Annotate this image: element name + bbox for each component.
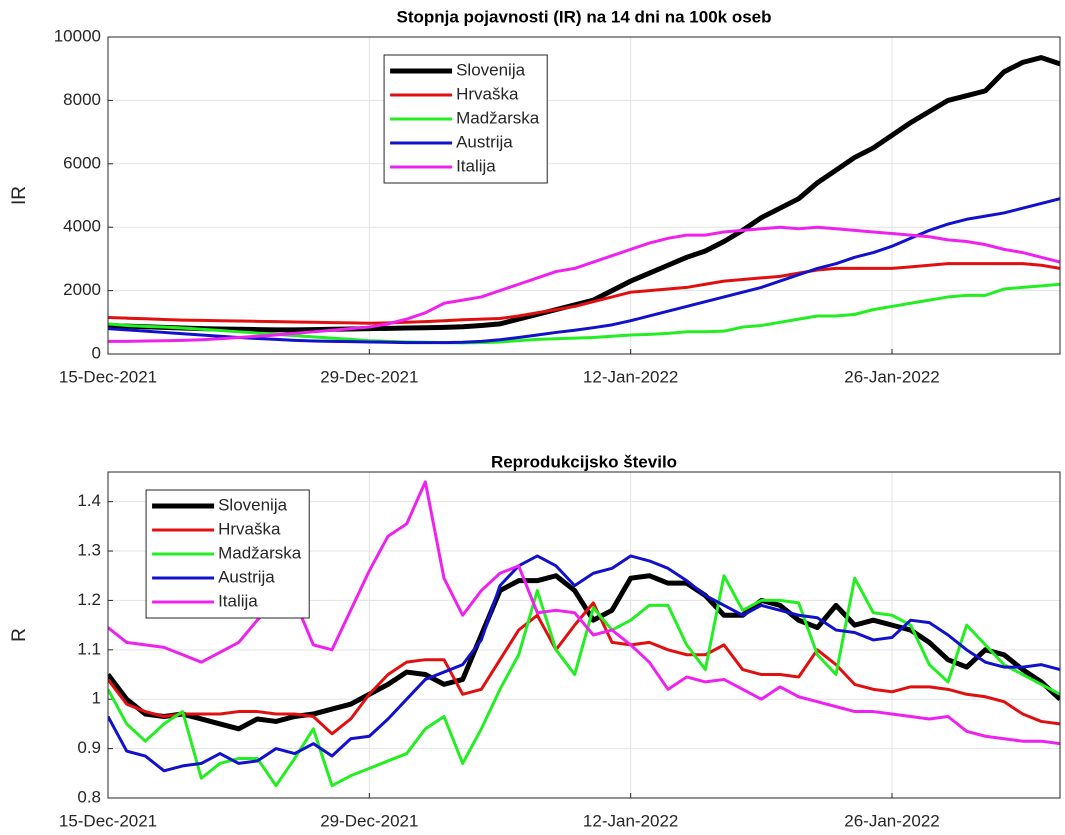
- y-axis-label: IR: [9, 186, 30, 205]
- y-axis-label: R: [9, 628, 30, 642]
- series-line: [108, 225, 1060, 343]
- chart-title: Reprodukcijsko število: [491, 452, 677, 471]
- series-line: [108, 554, 1060, 773]
- x-tick-label: 26-Jan-2022: [844, 367, 939, 386]
- x-tick-label: 29-Dec-2021: [320, 811, 418, 830]
- y-tick-label: 2000: [63, 280, 101, 299]
- series-line: [108, 262, 1060, 325]
- legend-label: Italija: [218, 591, 258, 610]
- legend-label: Austrija: [218, 567, 275, 586]
- x-tick-label: 12-Jan-2022: [583, 367, 678, 386]
- y-tick-label: 0.8: [77, 787, 101, 806]
- legend-label: Slovenija: [456, 60, 526, 79]
- legend-label: Madžarska: [218, 543, 302, 562]
- y-tick-label: 0.9: [77, 738, 101, 757]
- legend: Slovenija Hrvaška Madžarska Austrija Italija: [383, 54, 548, 184]
- series-line: [108, 55, 1060, 333]
- legend-label: Italija: [456, 156, 496, 175]
- series-line: [108, 601, 1060, 736]
- series-line: [108, 197, 1060, 345]
- series-line: [108, 574, 1060, 788]
- legend-label: Hrvaška: [218, 519, 281, 538]
- legend-label: Hrvaška: [456, 84, 519, 103]
- y-tick-label: 4000: [63, 217, 101, 236]
- y-tick-label: 1.1: [77, 639, 101, 658]
- plot-area: [108, 37, 1060, 354]
- x-tick-label: 29-Dec-2021: [320, 367, 418, 386]
- axes-frame: [107, 471, 1061, 799]
- legend-label: Slovenija: [218, 495, 288, 514]
- legend-label: Madžarska: [456, 108, 540, 127]
- legend-label: Austrija: [456, 132, 513, 151]
- x-tick-label: 26-Jan-2022: [844, 811, 939, 830]
- y-tick-label: 1: [92, 689, 101, 708]
- y-tick-label: 10000: [54, 26, 101, 45]
- axes: 0.8 0.9 1 1.1 1.2 1.3 1.4 15-Dec-2021 29-Dec-202…: [59, 471, 1061, 830]
- axes: 0 2000 4000 6000 8000 10000 15-Dec-2021 29-Dec-…: [54, 26, 1061, 386]
- x-tick-label: 12-Jan-2022: [583, 811, 678, 830]
- legend: Slovenija Hrvaška Madžarska Austrija Italija: [145, 489, 310, 619]
- y-tick-label: 1.3: [77, 541, 101, 560]
- y-tick-label: 1.2: [77, 590, 101, 609]
- x-tick-label: 15-Dec-2021: [59, 367, 157, 386]
- y-tick-label: 6000: [63, 153, 101, 172]
- y-tick-label: 1.4: [77, 491, 101, 510]
- chart-title: Stopnja pojavnosti (IR) na 14 dni na 100…: [396, 7, 771, 26]
- x-tick-label: 15-Dec-2021: [59, 811, 157, 830]
- y-tick-label: 8000: [63, 90, 101, 109]
- lines: [108, 55, 1060, 345]
- series-line: [108, 282, 1060, 345]
- y-tick-label: 0: [92, 343, 101, 362]
- axes-frame: [107, 36, 1061, 355]
